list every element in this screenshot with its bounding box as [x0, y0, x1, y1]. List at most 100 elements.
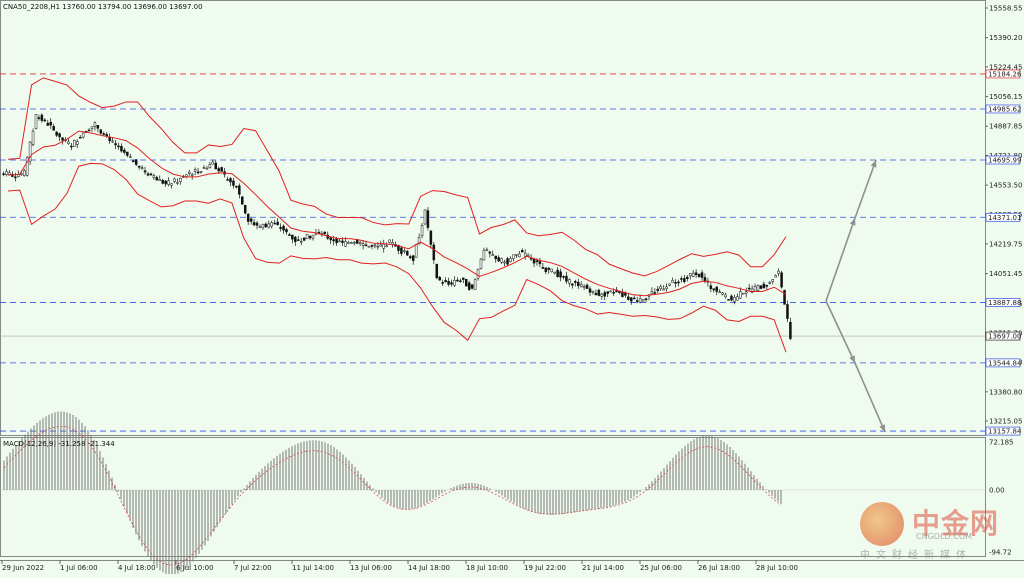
candle-body: [627, 296, 630, 300]
candle-body: [149, 173, 153, 176]
candle-body: [509, 258, 512, 262]
candle-body: [674, 282, 677, 284]
candle-body: [25, 157, 29, 176]
candle-body: [777, 270, 780, 274]
projection-arrow-down-1-head: [849, 355, 855, 363]
candle-body: [659, 286, 663, 289]
candle-body: [597, 289, 601, 296]
candle-body: [158, 178, 162, 181]
candle-body: [520, 250, 524, 253]
candle-body: [462, 277, 465, 280]
candle-body: [270, 222, 274, 227]
level-tag: [985, 212, 1021, 222]
candle-body: [40, 114, 44, 121]
candle-body: [46, 122, 50, 126]
candle-body: [114, 143, 117, 146]
current-price-tag: [985, 331, 1021, 341]
candle-body: [459, 280, 462, 283]
logo-icon: [860, 502, 904, 546]
candle-body: [585, 284, 589, 289]
candle-body: [382, 243, 385, 249]
price-tick-label: 15558.55: [989, 5, 1022, 13]
candle-body: [630, 297, 633, 302]
symbol-info: CNA50_2208,H1 13760.00 13794.00 13696.00…: [3, 3, 203, 11]
level-tag: [985, 69, 1021, 79]
candle-body: [538, 261, 542, 265]
level-tag-label: 14985.62: [988, 105, 1021, 113]
candle-body: [179, 177, 182, 182]
candle-body: [43, 119, 47, 122]
candle-body: [544, 267, 548, 272]
candle-body: [226, 179, 229, 181]
candle-body: [406, 251, 409, 256]
candle-body: [644, 298, 648, 300]
candle-body: [55, 131, 58, 136]
candle-body: [273, 222, 276, 225]
price-tick-label: 15056.15: [989, 93, 1022, 101]
candle-body: [400, 247, 403, 254]
candle-body: [721, 292, 724, 295]
candle-body: [176, 182, 179, 184]
candle-body: [506, 258, 509, 265]
candle-body: [81, 132, 85, 138]
candle-body: [370, 245, 374, 247]
candle-body: [694, 272, 698, 275]
candle-body: [220, 167, 223, 172]
candle-body: [671, 280, 674, 283]
time-tick-label: 4 Jul 18:00: [118, 564, 156, 572]
candle-body: [8, 172, 11, 175]
projection-arrow-up-2: [854, 159, 877, 219]
projection-arrow-up-1: [825, 217, 856, 302]
candle-body: [252, 222, 256, 226]
candle-body: [120, 145, 123, 152]
macd-scale-label: 72.185: [989, 439, 1014, 447]
candle-body: [709, 285, 713, 289]
time-tick-label: 25 Jul 06:00: [640, 564, 682, 572]
candle-body: [385, 245, 388, 248]
candle-body: [697, 273, 701, 277]
candle-body: [353, 241, 356, 244]
candle-body: [126, 151, 129, 156]
time-tick-label: 29 Jun 2022: [2, 564, 44, 572]
candle-body: [164, 180, 167, 185]
time-tick-label: 7 Jul 22:00: [234, 564, 272, 572]
candle-body: [447, 280, 450, 285]
candle-body: [768, 282, 772, 284]
candle-body: [255, 222, 259, 226]
candle-body: [780, 272, 783, 288]
candle-body: [391, 242, 394, 245]
time-tick-label: 26 Jul 18:00: [698, 564, 740, 572]
candle-body: [28, 141, 32, 162]
candle-body: [11, 174, 14, 177]
candle-body: [299, 240, 303, 243]
candle-body: [535, 260, 539, 263]
candle-body: [491, 254, 495, 256]
candle-body: [202, 167, 206, 169]
candle-body: [146, 173, 150, 176]
candle-body: [267, 223, 271, 228]
candle-body: [609, 290, 612, 293]
candle-body: [323, 231, 327, 235]
bollinger-middle: [7, 130, 787, 297]
candle-body: [547, 267, 551, 270]
candle-body: [31, 130, 35, 145]
candle-body: [143, 170, 147, 173]
candle-body: [297, 239, 300, 241]
candle-body: [444, 280, 447, 283]
level-tag-label: 14695.99: [988, 157, 1021, 165]
level-tag: [985, 155, 1021, 165]
candle-body: [485, 249, 489, 251]
candle-body: [305, 233, 309, 240]
candle-body: [691, 272, 695, 277]
candle-body: [196, 171, 200, 174]
candle-body: [423, 209, 427, 225]
candle-body: [152, 175, 156, 178]
candle-body: [747, 287, 751, 290]
time-tick-label: 6 Jul 10:00: [176, 564, 214, 572]
candle-body: [170, 183, 173, 186]
candle-body: [344, 241, 347, 247]
candle-body: [453, 280, 456, 286]
candle-body: [482, 250, 486, 261]
